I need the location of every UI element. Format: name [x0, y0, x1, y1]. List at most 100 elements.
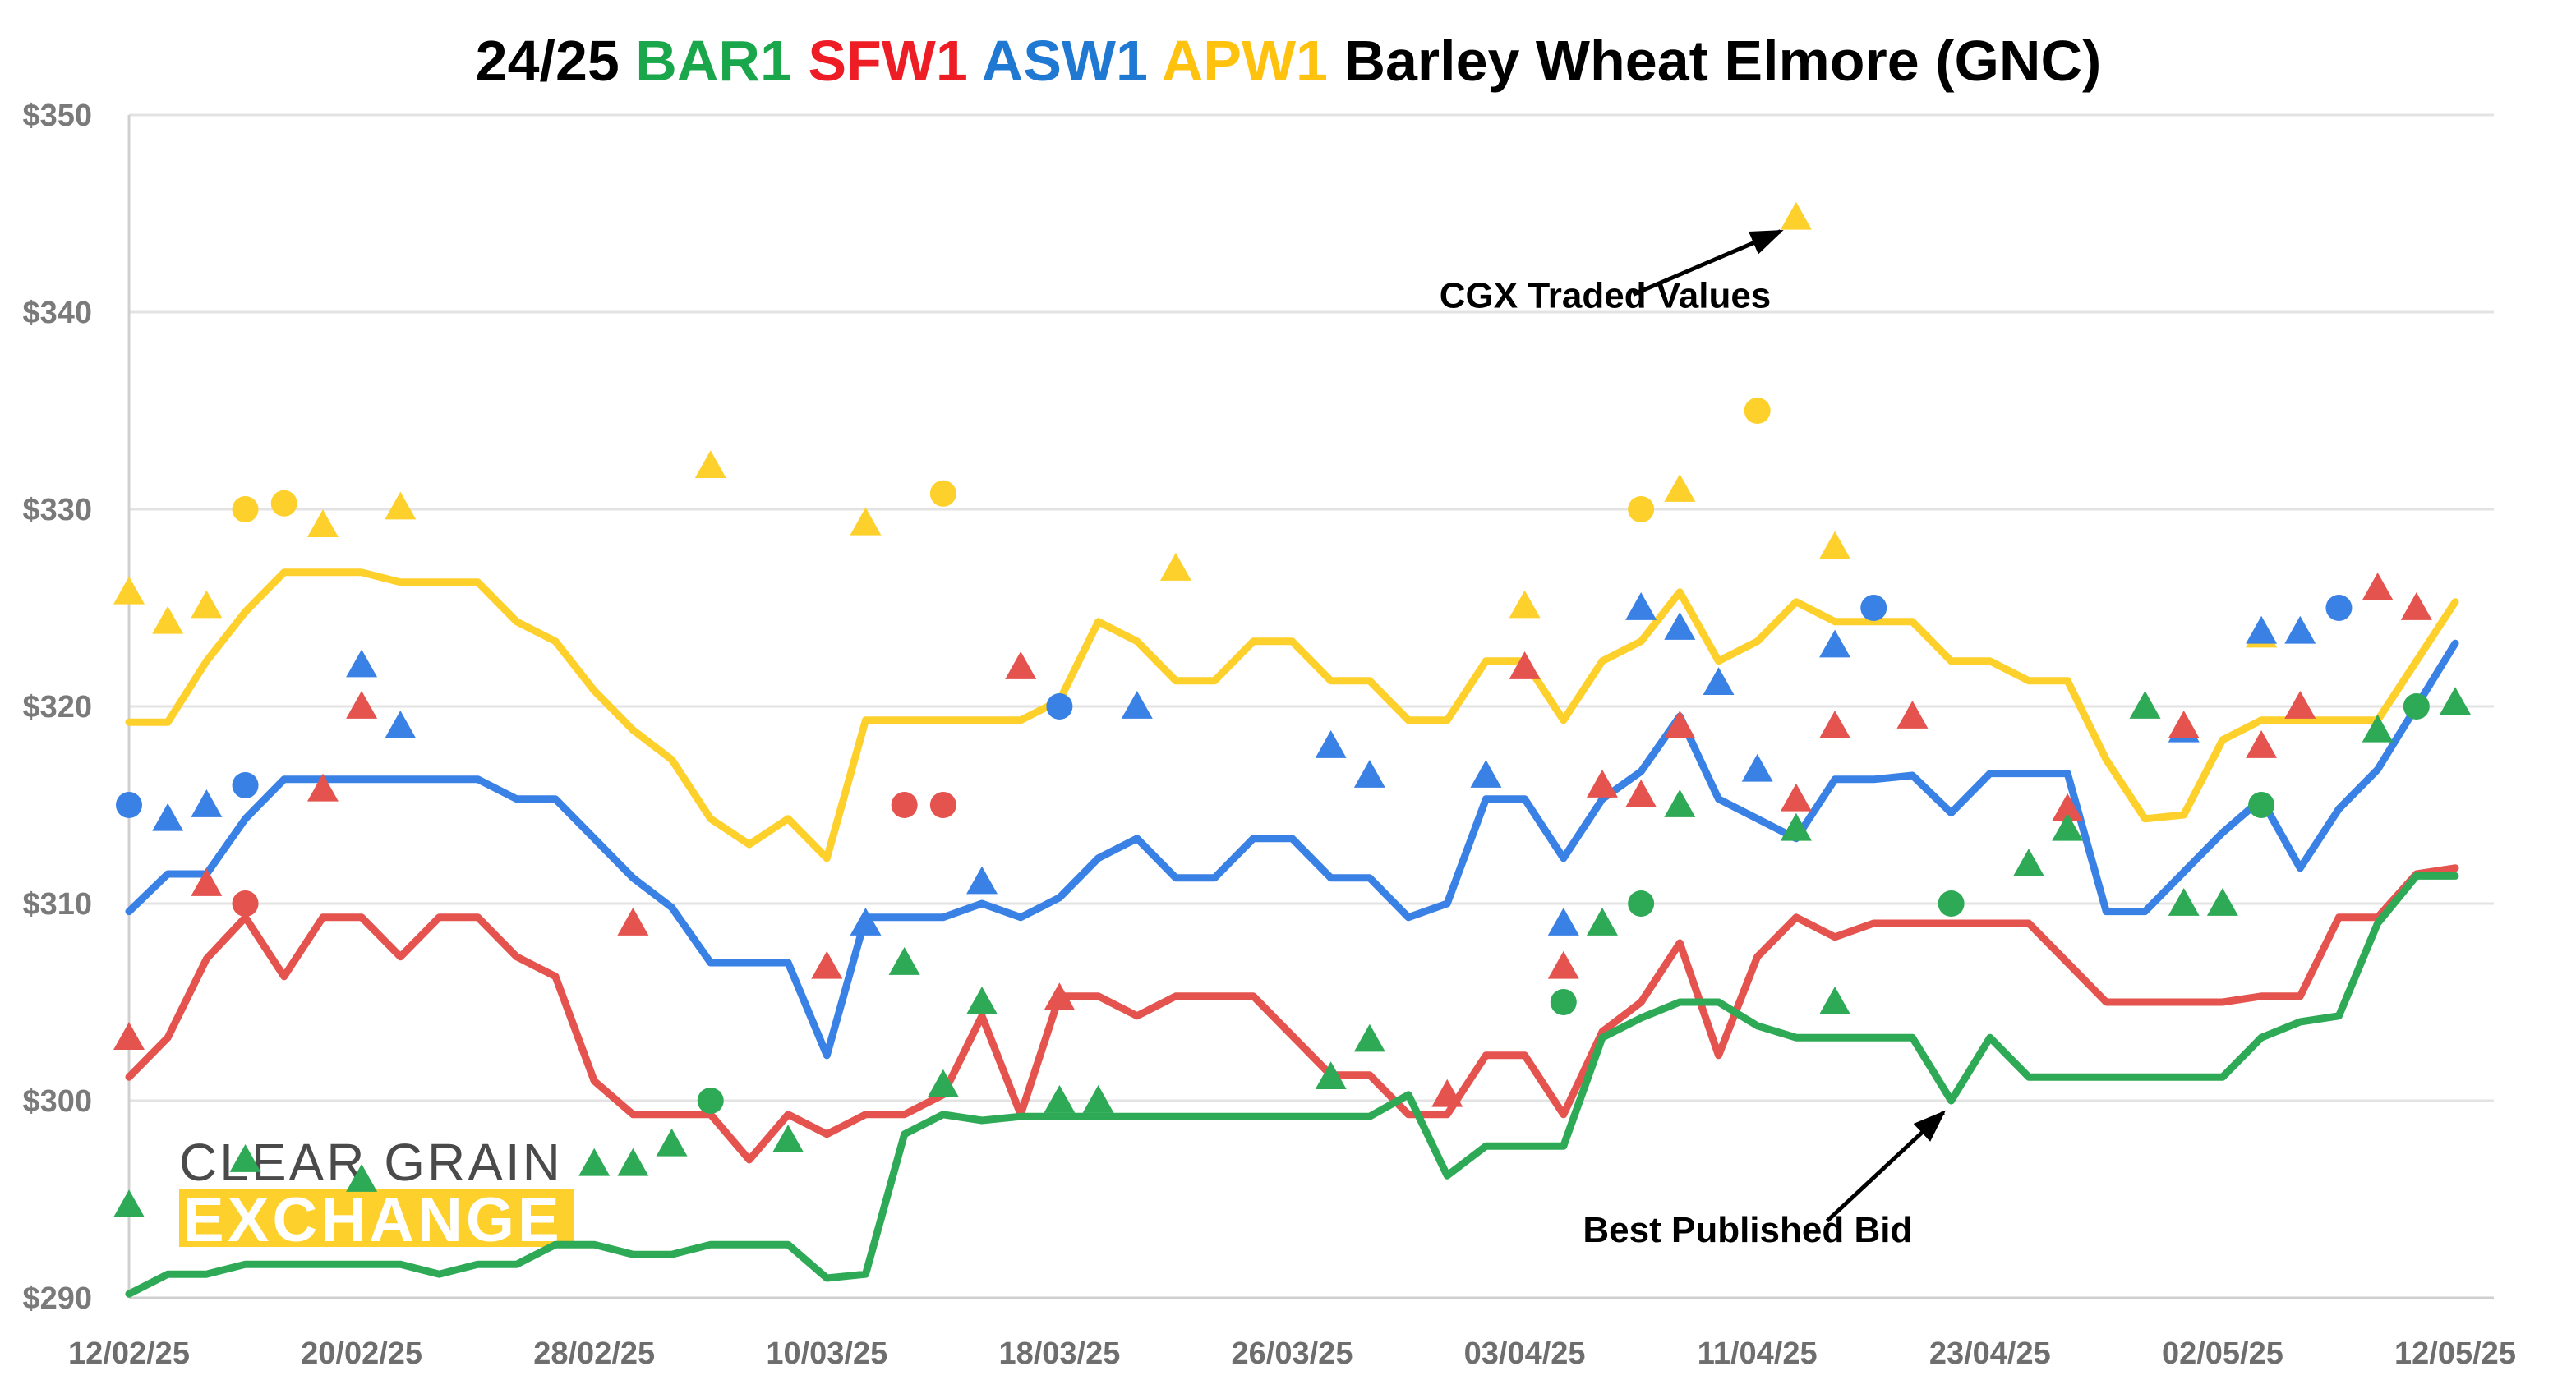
- traded-point-bar1: [2052, 812, 2084, 841]
- traded-point-sfw1: [2168, 711, 2200, 738]
- traded-point-bar1: [2168, 888, 2200, 916]
- x-tick-label: 03/04/25: [1464, 1336, 1586, 1371]
- traded-point-asw1: [232, 772, 259, 798]
- traded-point-asw1: [116, 792, 142, 818]
- x-tick-label: 11/04/25: [1698, 1336, 1818, 1371]
- traded-point-bar1: [2206, 888, 2238, 916]
- clear-grain-exchange-logo: CLEAR GRAIN EXCHANGE: [179, 1133, 574, 1255]
- title-part-2: SFW1: [808, 29, 981, 93]
- annotation-arrow-1: [1825, 1110, 1947, 1223]
- traded-point-apw1: [152, 605, 184, 634]
- traded-point-sfw1: [1819, 711, 1851, 738]
- traded-point-asw1: [2325, 595, 2353, 621]
- traded-point-bar1: [1586, 908, 1618, 936]
- traded-point-bar1: [697, 1088, 724, 1114]
- traded-point-bar1: [346, 1164, 378, 1192]
- traded-point-bar1: [1664, 789, 1696, 817]
- traded-point-bar1: [1938, 890, 1965, 917]
- traded-point-sfw1: [2052, 793, 2084, 821]
- traded-point-bar1: [772, 1125, 804, 1152]
- traded-point-apw1: [113, 576, 145, 605]
- traded-point-bar1: [2248, 792, 2275, 818]
- traded-point-sfw1: [811, 950, 843, 979]
- traded-point-asw1: [1625, 592, 1657, 620]
- traded-point-asw1: [191, 789, 223, 817]
- axes: $290 $300 $310 $320 $330 $340 $350 12/02/25 20/0…: [22, 99, 2516, 1371]
- traded-point-bar1: [1353, 1023, 1385, 1052]
- traded-point-sfw1: [306, 773, 339, 802]
- traded-point-apw1: [191, 590, 223, 619]
- traded-point-sfw1: [1547, 950, 1579, 979]
- traded-point-sfw1: [232, 890, 259, 917]
- title-part-3: ASW1: [982, 29, 1162, 93]
- traded-point-asw1: [850, 908, 882, 936]
- traded-point-sfw1: [1005, 651, 1037, 679]
- traded-point-asw1: [1470, 760, 1502, 788]
- title-part-4: APW1: [1162, 29, 1344, 93]
- x-tick-label: 26/03/25: [1232, 1336, 1353, 1371]
- gridlines: [127, 113, 2494, 1299]
- traded-point-apw1: [270, 490, 297, 517]
- traded-point-bar1: [2440, 687, 2471, 715]
- x-tick-label: 02/05/25: [2162, 1336, 2283, 1371]
- traded-point-bar1: [1819, 987, 1851, 1014]
- traded-point-sfw1: [1586, 770, 1618, 798]
- traded-point-bar1: [966, 987, 998, 1014]
- traded-point-asw1: [2284, 615, 2316, 644]
- y-tick-label: $300: [22, 1084, 92, 1119]
- series-line-apw1: [125, 568, 2459, 862]
- traded-point-asw1: [1860, 595, 1887, 621]
- traded-point-bar1: [2129, 691, 2161, 719]
- series-line-bar1: [125, 872, 2459, 1298]
- traded-point-asw1: [1046, 693, 1073, 720]
- annotation-label-0: CGX Traded Values: [1440, 275, 1772, 315]
- traded-point-asw1: [385, 711, 417, 738]
- traded-point-sfw1: [2284, 691, 2316, 719]
- traded-point-apw1: [850, 507, 882, 536]
- traded-point-apw1: [1780, 201, 1812, 230]
- traded-point-apw1: [1628, 496, 1655, 522]
- title-part-5: Barley Wheat Elmore (GNC): [1343, 29, 2101, 93]
- traded-point-bar1: [2403, 693, 2430, 720]
- traded-point-sfw1: [113, 1022, 145, 1051]
- traded-point-asw1: [1353, 760, 1385, 788]
- traded-point-bar1: [888, 947, 920, 975]
- traded-point-asw1: [1703, 667, 1735, 696]
- annotations: CGX Traded Values Best Published Bid: [1440, 229, 1947, 1250]
- traded-point-bar1: [617, 1148, 649, 1176]
- traded-point-bar1: [1628, 890, 1655, 917]
- traded-point-asw1: [1819, 629, 1851, 658]
- traded-point-apw1: [1744, 398, 1771, 424]
- y-tick-label: $340: [22, 296, 92, 330]
- traded-point-apw1: [232, 496, 259, 522]
- chart-title: 24/25 BAR1 SFW1 ASW1 APW1 Barley Wheat E…: [476, 29, 2102, 93]
- traded-point-asw1: [1121, 691, 1153, 719]
- traded-point-bar1: [1044, 1085, 1076, 1113]
- traded-point-bar1: [113, 1189, 145, 1218]
- traded-point-asw1: [966, 866, 998, 895]
- y-tick-label: $320: [22, 690, 92, 724]
- traded-point-asw1: [1315, 730, 1347, 758]
- traded-point-sfw1: [1044, 982, 1076, 1011]
- series-line-asw1: [125, 639, 2459, 1060]
- traded-point-bar1: [1315, 1061, 1347, 1090]
- annotation-arrow-0: [1632, 229, 1784, 297]
- x-tick-label: 23/04/25: [1929, 1336, 2051, 1371]
- traded-point-asw1: [1741, 753, 1773, 782]
- y-tick-label: $330: [22, 493, 92, 527]
- traded-point-asw1: [1664, 612, 1696, 640]
- traded-point-apw1: [1509, 590, 1541, 619]
- traded-point-apw1: [694, 450, 726, 479]
- traded-point-bar1: [1550, 989, 1577, 1015]
- traded-point-apw1: [1159, 553, 1191, 581]
- traded-point-bar1: [229, 1144, 261, 1172]
- traded-point-sfw1: [1431, 1079, 1463, 1107]
- traded-point-sfw1: [929, 792, 956, 818]
- traded-point-bar1: [927, 1069, 959, 1097]
- traded-point-sfw1: [1625, 780, 1657, 807]
- traded-point-bar1: [2362, 714, 2394, 743]
- traded-point-apw1: [306, 509, 339, 538]
- traded-point-apw1: [1819, 531, 1851, 559]
- series-line-sfw1: [125, 864, 2459, 1164]
